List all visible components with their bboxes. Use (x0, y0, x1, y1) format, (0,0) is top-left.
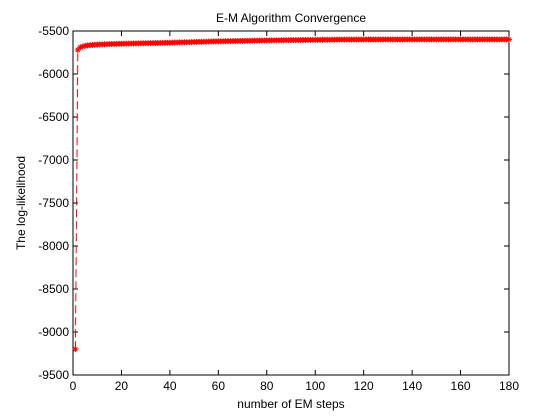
x-tick-label: 20 (115, 379, 129, 393)
series-group (72, 36, 512, 353)
x-tick-label: 0 (70, 379, 77, 393)
y-tick-label: -9000 (38, 325, 69, 339)
x-tick-label: 180 (499, 379, 519, 393)
y-axis-label: The log-likelihood (14, 156, 28, 250)
x-tick-label: 100 (305, 379, 325, 393)
y-tick-label: -9500 (38, 368, 69, 382)
data-point (506, 36, 512, 43)
x-tick-label: 60 (212, 379, 226, 393)
y-tick-label: -8500 (38, 282, 69, 296)
chart-title: E-M Algorithm Convergence (216, 11, 366, 25)
x-tick-label: 140 (402, 379, 422, 393)
y-tick-label: -6000 (38, 67, 69, 81)
x-tick-label: 40 (163, 379, 177, 393)
x-axis-label: number of EM steps (237, 397, 344, 411)
y-tick-label: -7000 (38, 153, 69, 167)
y-tick-label: -5500 (38, 24, 69, 38)
y-tick-label: -6500 (38, 110, 69, 124)
x-tick-label: 120 (354, 379, 374, 393)
x-tick-label: 160 (451, 379, 471, 393)
plot-area (72, 30, 510, 376)
data-point (72, 346, 79, 353)
x-tick-label: 80 (260, 379, 274, 393)
y-tick-label: -7500 (38, 196, 69, 210)
axis-ticks: 0 20 40 60 80 100 120 140 160 180 -9500 -9000 -8500 -… (38, 24, 519, 393)
y-tick-label: -8000 (38, 239, 69, 253)
